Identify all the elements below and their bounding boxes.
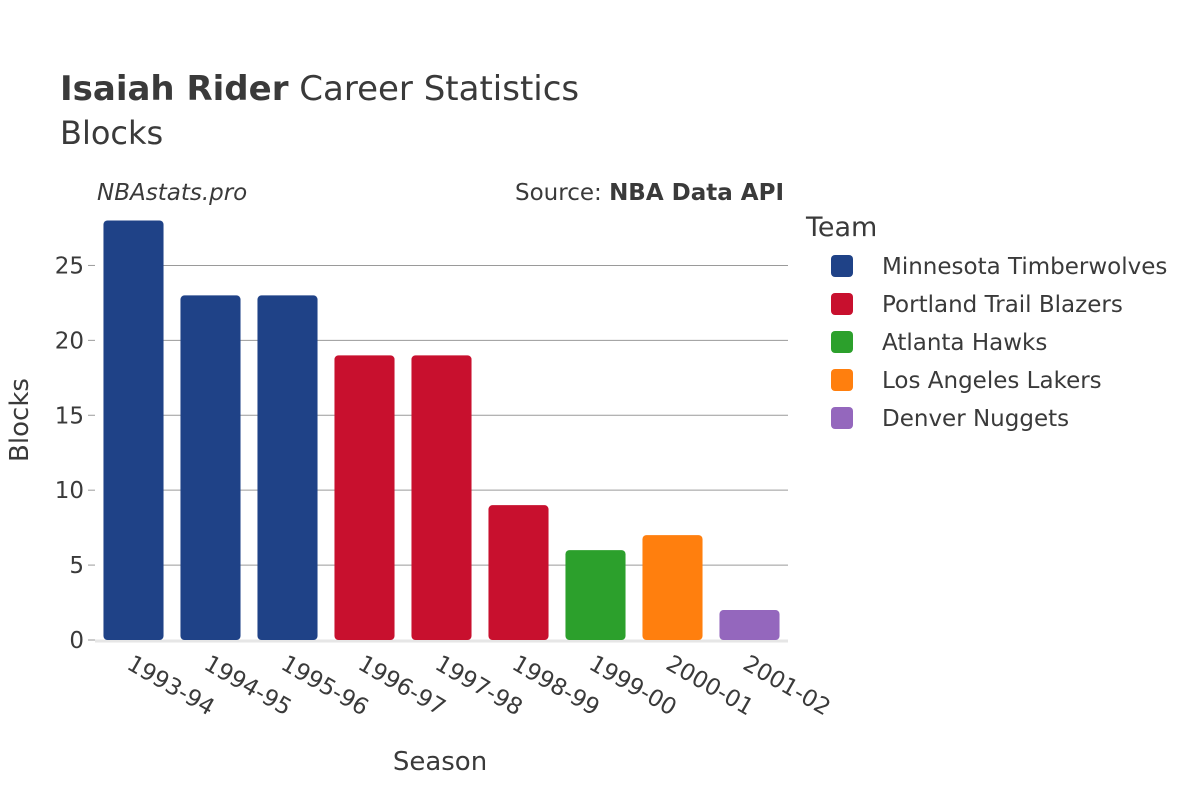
legend: Minnesota Timberwolves Portland Trail Bla… [831,254,1167,432]
legend-item[interactable]: Portland Trail Blazers [831,292,1123,318]
x-tick-label: 1993-94 [123,651,219,722]
legend-item[interactable]: Atlanta Hawks [831,330,1047,356]
legend-title: Team [805,212,877,243]
x-tick-label: 1995-96 [277,651,373,722]
y-tick-label: 25 [55,253,84,279]
bar-1995-96[interactable] [257,295,318,640]
x-tick-label: 2001-02 [739,651,835,722]
x-tick-label: 1996-97 [354,651,450,722]
legend-swatch [831,255,853,277]
title-player-name: Isaiah Rider [60,69,289,109]
bar-1997-98[interactable] [411,355,472,640]
legend-swatch [831,293,853,315]
bar-1996-97[interactable] [334,355,395,640]
chart-subtitle: Blocks [60,114,163,152]
x-tick-label: 2000-01 [662,651,758,722]
bar-1993-94[interactable] [103,220,164,641]
y-axis-title: Blocks [5,378,35,462]
legend-label: Denver Nuggets [882,406,1069,432]
bar-2000-01[interactable] [642,535,703,640]
legend-item[interactable]: Denver Nuggets [831,406,1069,432]
watermark-text: NBAstats.pro [97,180,247,206]
legend-item[interactable]: Minnesota Timberwolves [831,254,1167,280]
source-prefix: Source: [515,180,609,206]
legend-swatch [831,331,853,353]
bar-1998-99[interactable] [488,505,549,640]
bar-1999-00[interactable] [565,550,626,640]
legend-label: Portland Trail Blazers [882,292,1123,318]
bar-1994-95[interactable] [180,295,241,640]
y-tick-label: 5 [69,553,84,579]
x-tick-label: 1997-98 [431,651,527,722]
source-name: NBA Data API [609,180,784,206]
bars [103,220,780,641]
source-credit: Source: NBA Data API [515,180,784,206]
bar-2001-02[interactable] [719,610,780,640]
x-tick-label: 1999-00 [585,651,681,722]
chart-title: Isaiah Rider Career Statistics [60,69,579,109]
y-tick-label: 10 [55,478,84,504]
legend-swatch [831,369,853,391]
x-axis-title: Season [393,747,487,777]
x-axis-ticks: 1993-941994-951995-961996-971997-981998-… [123,651,835,722]
legend-item[interactable]: Los Angeles Lakers [831,368,1102,394]
y-tick-label: 15 [55,403,84,429]
x-tick-label: 1994-95 [200,651,296,722]
legend-label: Atlanta Hawks [882,330,1047,356]
y-tick-label: 0 [69,628,84,654]
legend-swatch [831,407,853,429]
legend-label: Minnesota Timberwolves [882,254,1167,280]
x-tick-label: 1998-99 [508,651,604,722]
y-tick-label: 20 [55,328,84,354]
y-axis-ticks: 0 5 10 15 20 25 [55,253,95,654]
title-rest: Career Statistics [288,69,579,109]
legend-label: Los Angeles Lakers [882,368,1102,394]
